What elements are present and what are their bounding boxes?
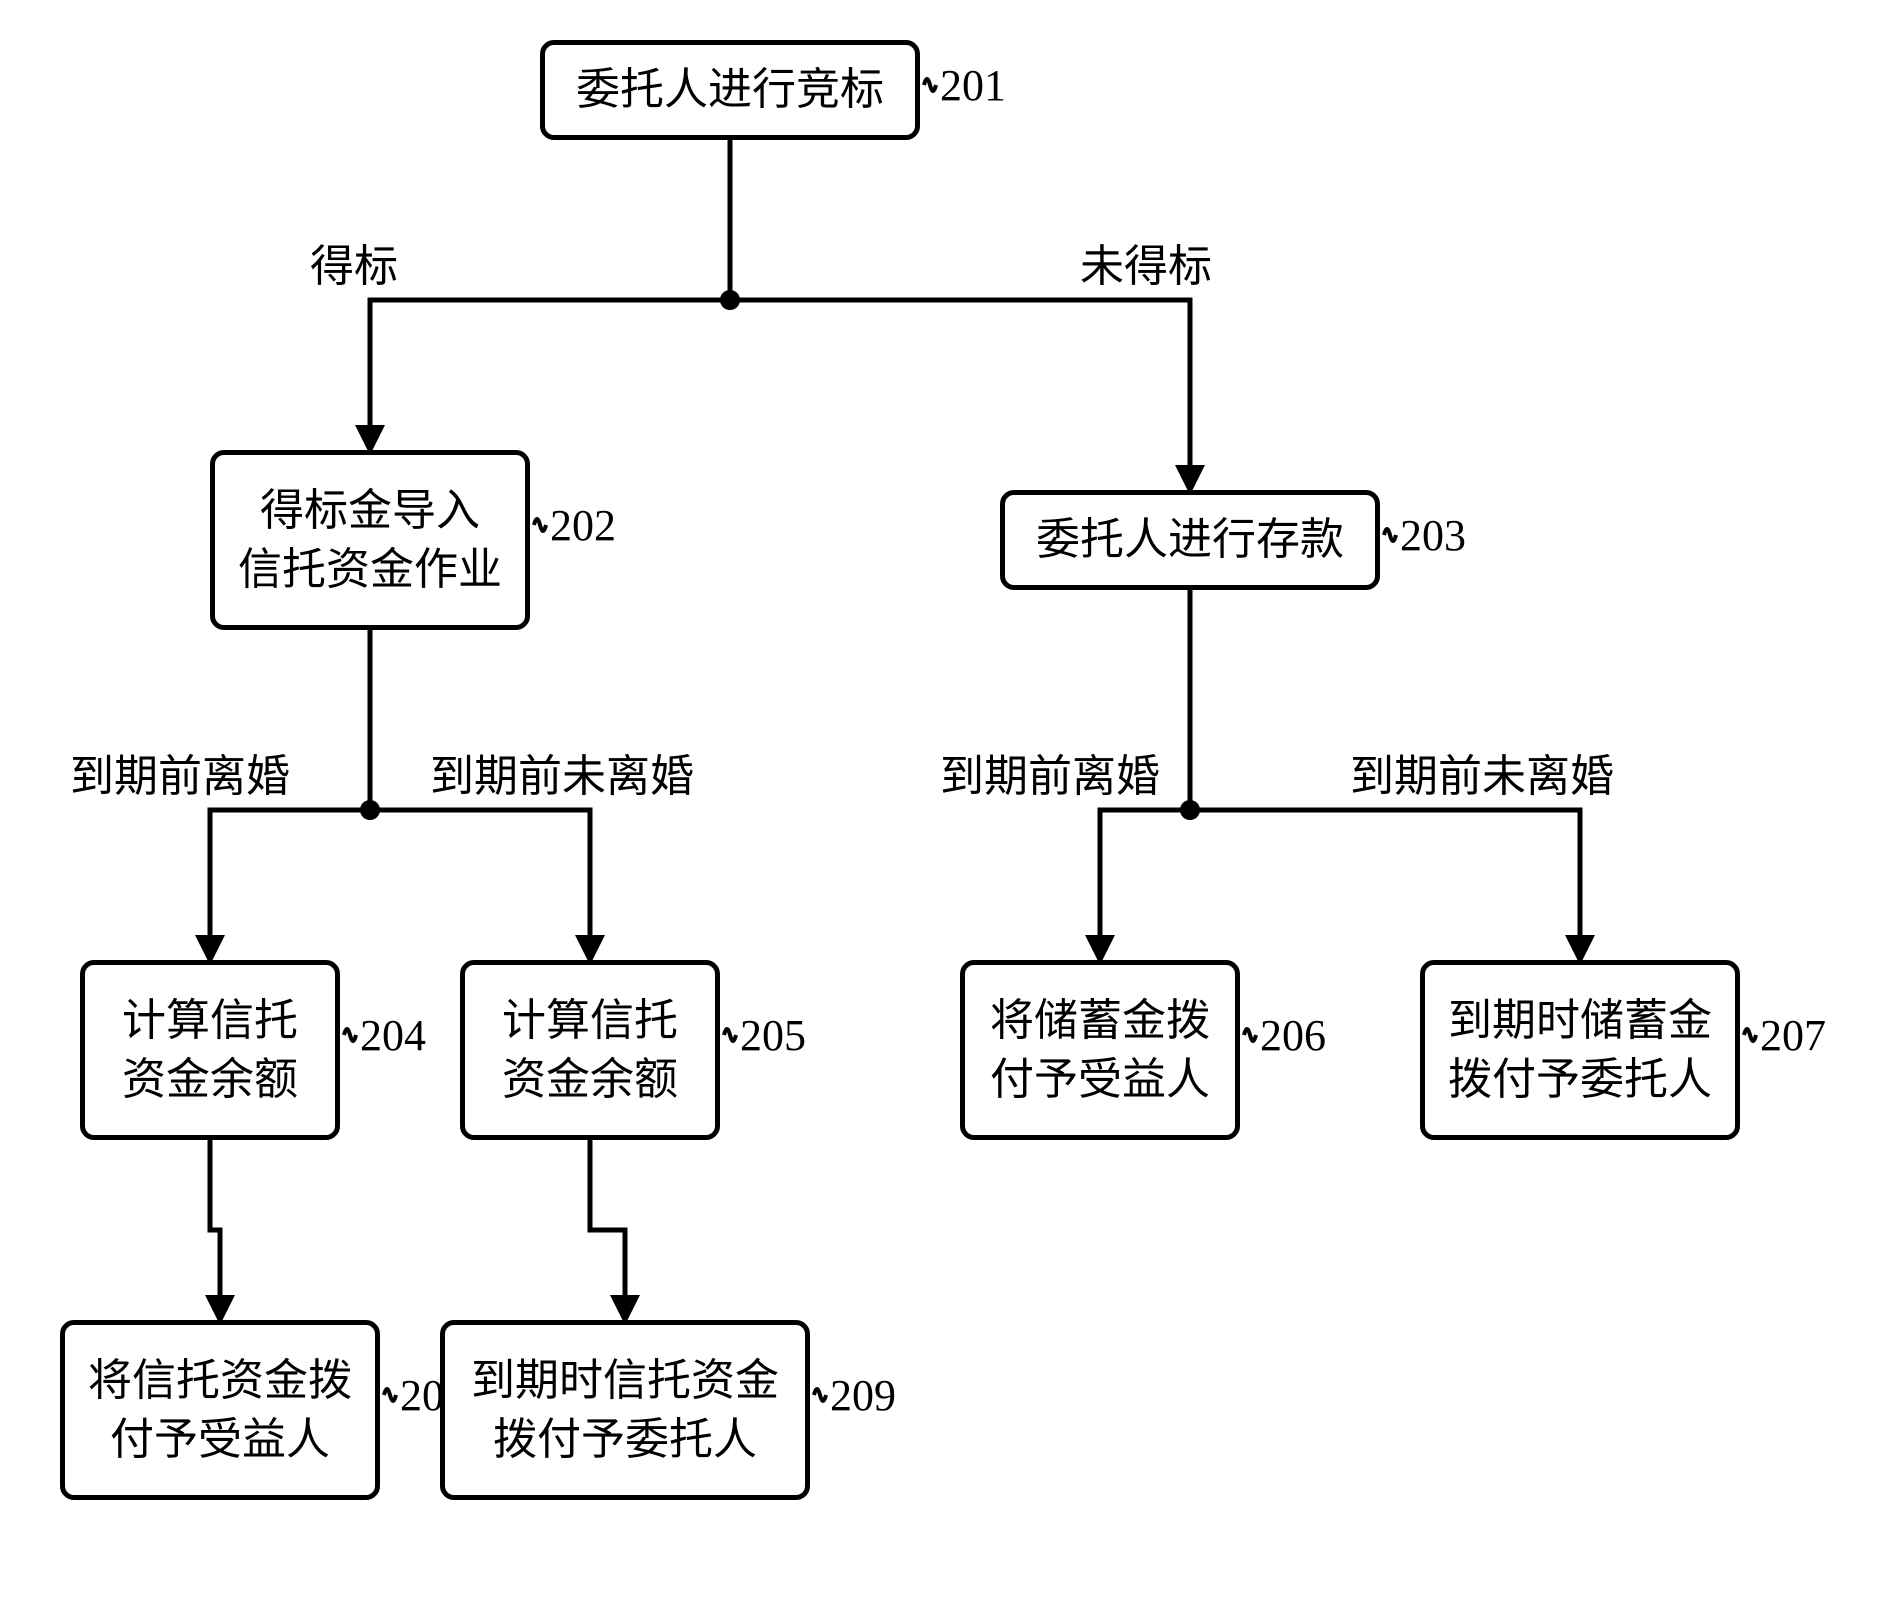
edge — [730, 300, 1190, 490]
edge — [210, 810, 370, 960]
flow-node-text: 计算信托 资金余额 — [122, 991, 298, 1110]
flow-node-202: 得标金导入 信托资金作业 — [210, 450, 530, 630]
flow-node-205: 计算信托 资金余额 — [460, 960, 720, 1140]
node-ref-label: 204 — [360, 1010, 426, 1061]
edge-label: 得标 — [310, 230, 398, 294]
node-ref-label: 203 — [1400, 510, 1466, 561]
flow-node-201: 委托人进行竞标 — [540, 40, 920, 140]
ref-connector — [1244, 1029, 1256, 1041]
flow-node-text: 到期时储蓄金 拨付予委托人 — [1448, 991, 1712, 1110]
ref-connector — [924, 79, 936, 91]
flow-node-text: 委托人进行竞标 — [576, 60, 884, 119]
flowchart-canvas: 委托人进行竞标 201 得标金导入 信托资金作业 202 委托人进行存款 203 计算信托 … — [0, 0, 1878, 1604]
ref-connector — [344, 1029, 356, 1041]
node-ref-label: 202 — [550, 500, 616, 551]
edge — [1100, 810, 1190, 960]
flow-node-209: 到期时信托资金 拨付予委托人 — [440, 1320, 810, 1500]
node-ref-label: 201 — [940, 60, 1006, 111]
edge-label: 到期前未离婚 — [1350, 740, 1614, 804]
edge — [590, 1140, 625, 1320]
edge — [370, 300, 730, 450]
flow-node-text: 得标金导入 信托资金作业 — [238, 481, 502, 600]
junction-dot — [720, 290, 740, 310]
flow-node-text: 将信托资金拨 付予受益人 — [88, 1351, 352, 1470]
edge — [370, 810, 590, 960]
ref-connector — [534, 519, 546, 531]
flow-node-text: 将储蓄金拨 付予受益人 — [990, 991, 1210, 1110]
ref-connector — [724, 1029, 736, 1041]
edge — [210, 1140, 220, 1320]
flow-node-text: 到期时信托资金 拨付予委托人 — [471, 1351, 779, 1470]
flow-node-203: 委托人进行存款 — [1000, 490, 1380, 590]
edge-label: 到期前离婚 — [940, 740, 1160, 804]
flow-node-text: 委托人进行存款 — [1036, 510, 1344, 569]
junction-dot — [360, 800, 380, 820]
node-ref-label: 206 — [1260, 1010, 1326, 1061]
flow-node-204: 计算信托 资金余额 — [80, 960, 340, 1140]
flow-node-207: 到期时储蓄金 拨付予委托人 — [1420, 960, 1740, 1140]
ref-connector — [384, 1389, 396, 1401]
edge — [1190, 810, 1580, 960]
edge-label: 未得标 — [1080, 230, 1212, 294]
ref-connector — [1384, 529, 1396, 541]
edge-label: 到期前未离婚 — [430, 740, 694, 804]
node-ref-label: 205 — [740, 1010, 806, 1061]
node-ref-label: 207 — [1760, 1010, 1826, 1061]
junction-dot — [1180, 800, 1200, 820]
ref-connector — [814, 1389, 826, 1401]
flow-node-206: 将储蓄金拨 付予受益人 — [960, 960, 1240, 1140]
edge-label: 到期前离婚 — [70, 740, 290, 804]
node-ref-label: 209 — [830, 1370, 896, 1421]
ref-connector — [1744, 1029, 1756, 1041]
flow-node-text: 计算信托 资金余额 — [502, 991, 678, 1110]
flow-node-208: 将信托资金拨 付予受益人 — [60, 1320, 380, 1500]
